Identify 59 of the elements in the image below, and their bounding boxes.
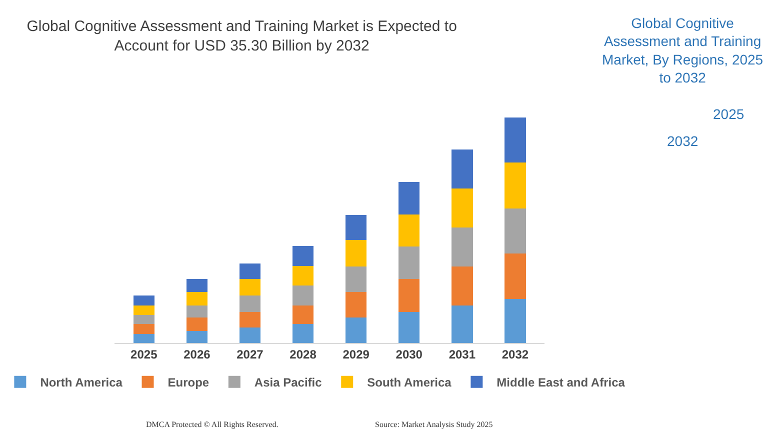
text: DMCA Protected © All Rights Reserved. — [146, 420, 278, 429]
bar — [345, 292, 367, 318]
bar — [133, 315, 154, 324]
bar — [186, 292, 208, 306]
bar — [133, 295, 154, 306]
bar — [504, 208, 526, 254]
bar — [504, 253, 526, 299]
bar — [452, 149, 473, 189]
legend-label: Asia Pacific — [254, 376, 322, 390]
x-tick-label: 2026 — [184, 348, 211, 362]
x-tick-label: 2025 — [130, 348, 158, 362]
legend-label: South America — [367, 376, 452, 390]
bar — [345, 214, 367, 240]
legend-label: North America — [40, 376, 123, 390]
bar — [452, 227, 473, 266]
chart-title: Global Cognitive Assessment and Training Market is Expected to Account for USD 35.30 Billion by 2032 — [26, 18, 457, 54]
bar — [452, 188, 473, 228]
bar — [239, 312, 261, 328]
bar — [345, 318, 367, 344]
bar — [504, 298, 526, 344]
bar — [398, 182, 420, 214]
bar — [504, 162, 526, 209]
x-tick-label: 2032 — [502, 348, 529, 362]
bar — [292, 266, 314, 286]
bar — [133, 305, 154, 316]
bar — [452, 266, 473, 306]
bar — [186, 306, 208, 318]
legend-label: Middle East and Africa — [496, 376, 626, 390]
source-note: Source: Market Analysis Study 2025 — [375, 420, 493, 429]
x-tick-label: 2027 — [236, 348, 264, 362]
bar — [398, 278, 420, 312]
bar — [504, 117, 526, 162]
bar — [133, 334, 154, 344]
x-tick-label: 2031 — [448, 348, 476, 362]
bar — [186, 278, 208, 292]
x-tick-label: 2029 — [342, 348, 370, 362]
bar — [239, 296, 261, 312]
text: Global Cognitive Assessment and Training Market, By Regions, 2025 to 2032 — [602, 15, 764, 86]
legend-label: Europe — [168, 376, 210, 390]
bar — [292, 324, 314, 344]
bar — [398, 214, 420, 246]
bar — [292, 246, 314, 266]
x-tick-label: 2028 — [290, 348, 317, 362]
bar — [133, 324, 154, 334]
bar — [186, 331, 208, 344]
bar — [345, 266, 367, 292]
bar — [398, 246, 420, 279]
bar — [292, 286, 314, 306]
bar — [398, 312, 420, 344]
bar — [239, 328, 261, 344]
bar — [452, 306, 473, 344]
bar — [239, 263, 261, 280]
bar — [186, 318, 208, 332]
bar — [345, 240, 367, 266]
text: 2032 — [667, 133, 698, 149]
x-tick-label: 2030 — [396, 348, 423, 362]
text: 2025 — [713, 106, 744, 122]
bar — [292, 305, 314, 324]
bar — [239, 279, 261, 296]
